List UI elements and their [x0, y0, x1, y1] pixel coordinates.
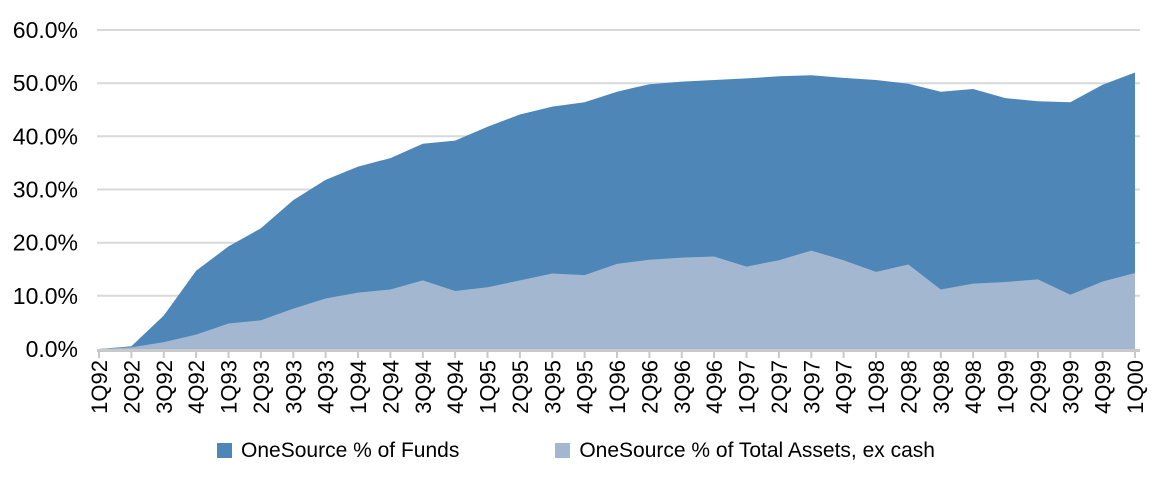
x-tick-label: 3Q97: [799, 360, 824, 414]
x-tick-label: 1Q94: [346, 360, 371, 414]
x-tick-label: 3Q93: [281, 360, 306, 414]
chart-canvas: 0.0% 10.0% 20.0% 30.0% 40.0% 50.0% 60.0% 1Q92 2Q…: [13, 17, 1148, 414]
y-tick-label: 10.0%: [13, 283, 78, 309]
legend: OneSource % of Funds OneSource % of Tota…: [0, 430, 1152, 496]
x-tick-label: 4Q97: [832, 360, 857, 414]
x-tick-label: 4Q96: [702, 360, 727, 414]
x-tick-label: 1Q93: [217, 360, 242, 414]
funds-legend-label: OneSource % of Funds: [241, 439, 460, 462]
area-chart: 0.0% 10.0% 20.0% 30.0% 40.0% 50.0% 60.0% 1Q92 2Q…: [13, 17, 1148, 414]
x-tick-label: 1Q99: [994, 360, 1019, 414]
total-assets-legend-swatch-icon: [555, 443, 571, 458]
x-tick-label: 1Q96: [605, 360, 630, 414]
x-tick-label: 2Q93: [249, 360, 274, 414]
y-tick-label: 50.0%: [13, 70, 78, 96]
x-tick-label: 4Q93: [314, 360, 339, 414]
y-tick-label: 30.0%: [13, 177, 78, 203]
x-tick-label: 4Q98: [961, 360, 986, 414]
x-tick-label: 1Q95: [476, 360, 501, 414]
funds-legend-swatch-icon: [217, 443, 233, 458]
x-tick-label: 2Q98: [896, 360, 921, 414]
x-tick-label: 1Q00: [1123, 360, 1148, 414]
x-tick-label: 2Q92: [119, 360, 144, 414]
x-tick-label: 1Q98: [864, 360, 889, 414]
x-tick-label: 3Q95: [540, 360, 565, 414]
x-tick-label: 2Q94: [378, 360, 403, 414]
x-tick-label: 3Q99: [1058, 360, 1083, 414]
x-tick-label: 3Q98: [929, 360, 954, 414]
x-tick-label: 4Q94: [443, 360, 468, 414]
x-tick-label: 2Q96: [637, 360, 662, 414]
legend-item-total-assets: OneSource % of Total Assets, ex cash: [555, 440, 935, 461]
total-assets-legend-label: OneSource % of Total Assets, ex cash: [579, 439, 935, 462]
x-tick-label: 1Q97: [735, 360, 760, 414]
x-tick-label: 2Q97: [767, 360, 792, 414]
y-tick-label: 20.0%: [13, 230, 78, 256]
x-tick-label: 2Q95: [508, 360, 533, 414]
y-tick-label: 60.0%: [13, 17, 78, 43]
x-tick-label: 3Q96: [670, 360, 695, 414]
x-tick-label: 2Q99: [1026, 360, 1051, 414]
x-tick-label: 4Q99: [1091, 360, 1116, 414]
y-tick-label: 0.0%: [26, 336, 78, 362]
x-tick-label: 3Q92: [152, 360, 177, 414]
x-tick-label: 4Q95: [573, 360, 598, 414]
x-tick-label: 4Q92: [184, 360, 209, 414]
x-tick-label: 1Q92: [87, 360, 112, 414]
x-tick-label: 3Q94: [411, 360, 436, 414]
y-tick-label: 40.0%: [13, 123, 78, 149]
total-assets-area: [99, 250, 1135, 349]
legend-item-funds: OneSource % of Funds: [217, 440, 459, 461]
